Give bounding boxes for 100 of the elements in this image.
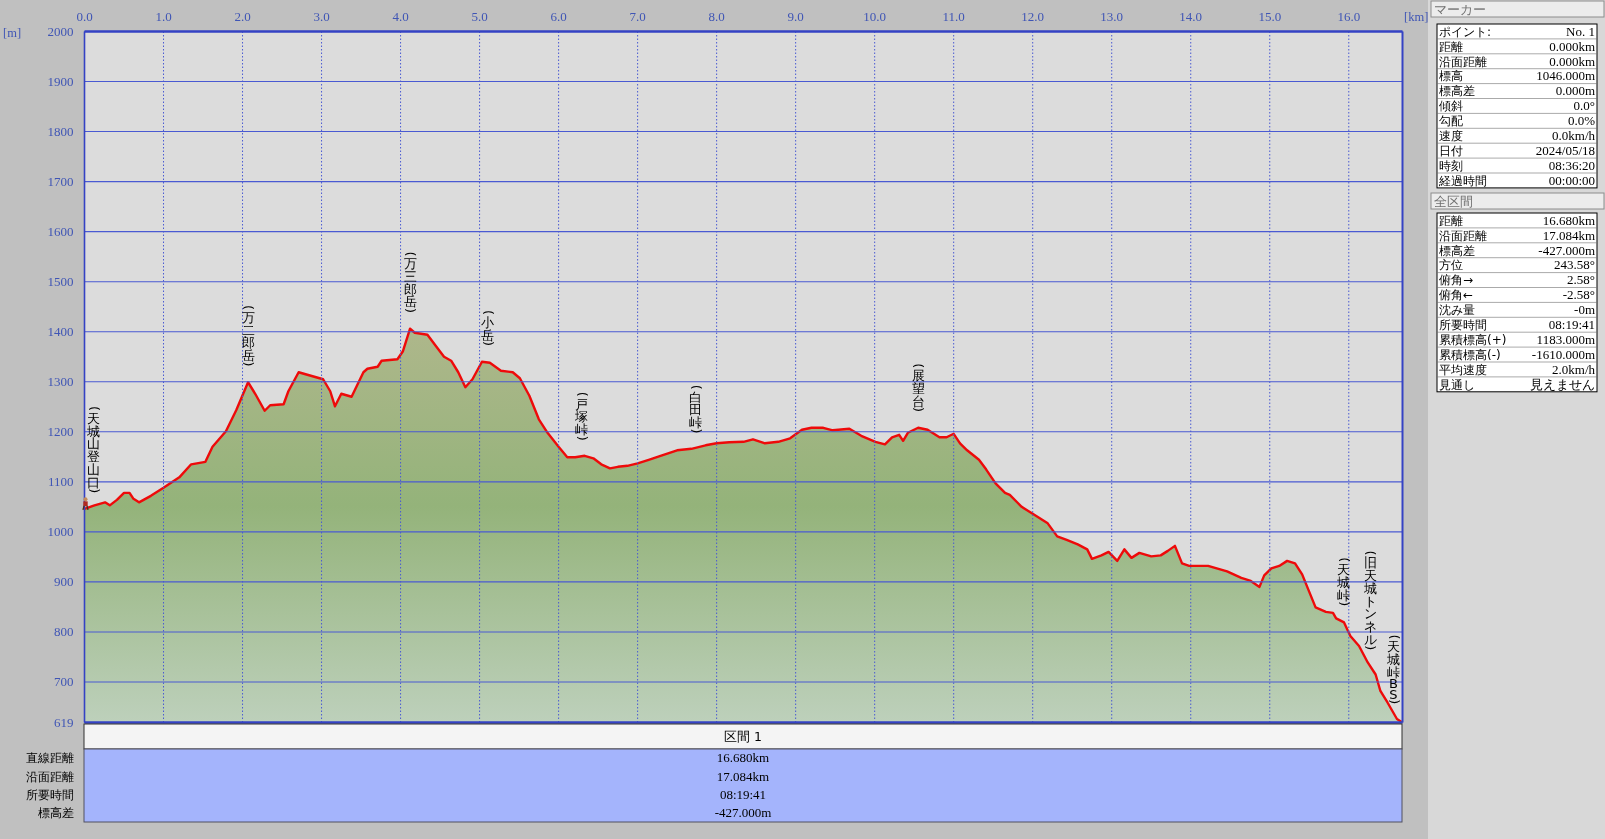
x-tick-label: 0.0 (76, 9, 93, 24)
text: 2024/05/18 (1535, 142, 1595, 158)
annotation: (白田峠) (688, 384, 704, 434)
text: 日付 (1439, 143, 1463, 158)
y-tick-label: 1600 (47, 224, 74, 240)
text: 0.000km (1549, 53, 1595, 69)
annotation: (戸塚峠) (574, 391, 590, 441)
y-axis-title: [m] (3, 26, 22, 40)
text: 累積標高(-) (1439, 347, 1501, 362)
text: 距離 (1439, 39, 1463, 54)
y-tick-label: 1000 (47, 524, 74, 540)
text: 累積標高(+) (1439, 332, 1507, 347)
text: 俯角← (1439, 288, 1474, 303)
x-tick-label: 10.0 (863, 9, 887, 24)
x-tick-label: 11.0 (942, 9, 965, 24)
text: 見通し (1439, 377, 1475, 392)
text: 08:36:20 (1548, 157, 1595, 173)
text: 17.084km (1542, 227, 1595, 243)
x-tick-label: 2.0 (234, 9, 251, 24)
x-tick-label: 7.0 (629, 9, 646, 24)
annotation: (万二郎岳) (241, 304, 257, 367)
text: 08:19:41 (719, 786, 767, 802)
text: 0.0° (1573, 98, 1595, 114)
text: 俯角→ (1439, 273, 1474, 288)
y-tick-label: 1200 (47, 424, 74, 440)
text: -2.58° (1562, 287, 1595, 303)
text: ポイント: (1439, 24, 1492, 39)
text: 区間 1 (724, 729, 762, 744)
x-tick-label: 13.0 (1100, 9, 1124, 24)
annotation: (天城山登山口) (86, 406, 102, 494)
text: 所要時間 (1439, 318, 1487, 333)
text: 08:19:41 (1548, 317, 1595, 333)
y-tick-label: 700 (54, 674, 74, 690)
text: 見えません (1530, 376, 1595, 392)
text: -427.000m (714, 805, 772, 821)
text: 2.0km/h (1552, 361, 1596, 377)
text: 経過時間 (1438, 173, 1487, 188)
text: 1183.000m (1536, 331, 1595, 347)
text: 標高差 (1439, 84, 1475, 99)
y-tick-label: 2000 (47, 24, 74, 39)
text: 標高差 (1439, 243, 1475, 258)
y-tick-label: 1700 (47, 174, 74, 190)
text: 00:00:00 (1548, 172, 1595, 188)
text: 0.000km (1549, 38, 1595, 54)
text: -427.000m (1538, 242, 1595, 258)
text: 16.680km (1542, 212, 1595, 228)
text: No. 1 (1566, 23, 1595, 39)
text: -0m (1574, 302, 1595, 318)
annotation: (万三郎岳) (403, 251, 419, 314)
text: 沿面距離 (26, 769, 74, 784)
text: 0.000m (1555, 83, 1595, 99)
y-tick-label: 1900 (47, 74, 74, 90)
y-tick-label: 800 (54, 624, 74, 640)
y-tick-label: 1100 (47, 474, 74, 490)
text: 0.0km/h (1552, 128, 1596, 144)
x-tick-label: 14.0 (1179, 9, 1203, 24)
text: 243.58° (1554, 257, 1595, 273)
text: 16.680km (716, 750, 770, 766)
x-tick-label: 9.0 (787, 9, 804, 24)
text: 0.0% (1567, 113, 1596, 129)
text: 標高 (1439, 69, 1463, 84)
x-tick-label: 5.0 (471, 9, 488, 24)
text: 勾配 (1439, 114, 1463, 129)
x-axis-title: [km] (1404, 10, 1429, 24)
x-tick-label: 16.0 (1337, 9, 1361, 24)
annotation: (天城峠) (1336, 557, 1352, 607)
text: 17.084km (716, 768, 770, 784)
x-tick-label: 8.0 (708, 9, 725, 24)
x-tick-label: 15.0 (1258, 9, 1282, 24)
text: 平均速度 (1439, 362, 1487, 377)
x-tick-label: 12.0 (1021, 9, 1045, 24)
text: 所要時間 (26, 787, 74, 802)
text: 標高差 (38, 806, 74, 821)
text: 沿面距離 (1439, 54, 1487, 69)
text: 方位 (1439, 258, 1463, 273)
text: 速度 (1439, 129, 1463, 144)
annotation: (旧天城トンネル) (1363, 550, 1379, 651)
x-tick-label: 4.0 (392, 9, 409, 24)
x-tick-label: 6.0 (550, 9, 567, 24)
text: 1046.000m (1536, 68, 1595, 84)
y-tick-label: 1300 (47, 374, 74, 390)
text: 傾斜 (1439, 99, 1463, 114)
text: 距離 (1439, 213, 1463, 228)
text: 2.58° (1567, 272, 1595, 288)
annotation: (小岳) (480, 309, 496, 347)
annotation: (展望台) (911, 363, 927, 413)
x-tick-label: 1.0 (155, 9, 172, 24)
text: 全区間 (1434, 193, 1473, 209)
text: マーカー (1434, 1, 1486, 17)
x-tick-label: 3.0 (313, 9, 330, 24)
text: -1610.000m (1531, 346, 1595, 362)
text: 直線距離 (26, 751, 74, 766)
text: 沈み量 (1439, 303, 1475, 318)
y-tick-label: 1800 (47, 124, 74, 140)
y-tick-label: 900 (54, 574, 74, 590)
y-tick-label: 619 (54, 715, 74, 730)
text: 沿面距離 (1439, 228, 1487, 243)
text: 時刻 (1439, 158, 1463, 173)
y-tick-label: 1400 (47, 324, 74, 340)
y-tick-label: 1500 (47, 274, 74, 290)
